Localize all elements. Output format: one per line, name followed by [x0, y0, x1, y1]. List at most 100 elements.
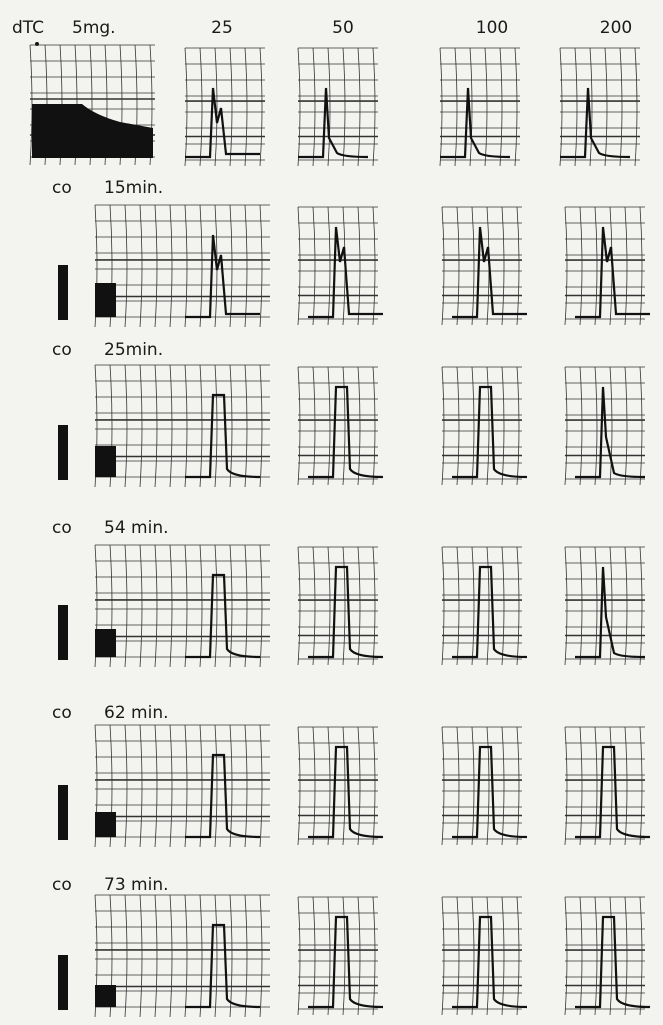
- grid-line: [639, 896, 643, 1016]
- grid-line: [259, 894, 263, 1018]
- tetanus-block: [95, 629, 116, 657]
- grid-line: [199, 364, 203, 488]
- grid-line: [514, 47, 518, 167]
- grid: [441, 896, 522, 1016]
- grid-line: [486, 546, 490, 666]
- control-bar: [58, 785, 68, 840]
- grid-line: [297, 206, 301, 326]
- time-label: 73 min.: [104, 875, 169, 895]
- grid-line: [486, 726, 490, 846]
- grid-line: [357, 366, 361, 486]
- tetanus-block: [95, 446, 116, 477]
- trace: [452, 915, 528, 1009]
- grid-line: [486, 896, 490, 1016]
- trace: [308, 565, 384, 659]
- grid-line: [501, 206, 505, 326]
- grid: [441, 206, 522, 326]
- grid-line: [169, 544, 173, 668]
- grid-line: [594, 726, 598, 846]
- grid: [297, 206, 378, 326]
- column-label: 200: [600, 18, 632, 38]
- grid-line: [639, 366, 643, 486]
- grid-line: [471, 896, 475, 1016]
- grid-line: [214, 724, 218, 848]
- grid-line: [441, 366, 445, 486]
- trace: [575, 386, 646, 479]
- trace: [575, 915, 651, 1009]
- trace: [452, 226, 527, 319]
- grid-line: [244, 544, 248, 668]
- grid-line: [244, 894, 248, 1018]
- grid-line: [471, 206, 475, 326]
- dot: [35, 42, 39, 46]
- trace: [185, 234, 260, 319]
- row-label: co: [52, 703, 72, 723]
- grid-line: [169, 204, 173, 328]
- grid-line: [372, 546, 376, 666]
- control-bar: [58, 265, 68, 320]
- grid: [297, 47, 378, 167]
- grid-line: [471, 726, 475, 846]
- column-label: 100: [476, 18, 508, 38]
- grid-line: [184, 204, 188, 328]
- grid-line: [259, 544, 263, 668]
- column-label: 50: [332, 18, 354, 38]
- drug-label: dTC: [12, 18, 44, 38]
- grid-line: [357, 546, 361, 666]
- grid-line: [594, 366, 598, 486]
- row-labels: co 15min. co 25min. co 54 min. co 62 min. co 73 m…: [52, 178, 169, 895]
- grid-line: [139, 544, 143, 668]
- grid-line: [327, 366, 331, 486]
- row-label: co: [52, 340, 72, 360]
- trace: [575, 745, 651, 839]
- trace: [298, 87, 369, 159]
- grid-line: [312, 366, 316, 486]
- grid-line: [501, 366, 505, 486]
- grid-line: [327, 546, 331, 666]
- grid-line: [559, 47, 563, 167]
- grid-line: [327, 896, 331, 1016]
- grid-line: [184, 544, 188, 668]
- grid-line: [342, 546, 346, 666]
- grid-line: [169, 894, 173, 1018]
- grid-line: [516, 206, 520, 326]
- grid-line: [501, 546, 505, 666]
- grid-line: [634, 47, 638, 167]
- grid: [564, 896, 645, 1016]
- grid-line: [619, 47, 623, 167]
- control-bar: [58, 425, 68, 480]
- grid-line: [471, 546, 475, 666]
- grid-line: [357, 896, 361, 1016]
- grid-line: [199, 724, 203, 848]
- grid-line: [184, 47, 188, 167]
- grid-line: [456, 896, 460, 1016]
- grid-line: [624, 896, 628, 1016]
- grid: [441, 546, 522, 666]
- grid: [297, 896, 378, 1016]
- grid-line: [579, 366, 583, 486]
- grid-line: [214, 544, 218, 668]
- time-label: 54 min.: [104, 518, 169, 538]
- grid: [564, 726, 645, 846]
- grid-line: [244, 724, 248, 848]
- trace: [575, 566, 646, 659]
- grid-line: [139, 724, 143, 848]
- grid-line: [609, 896, 613, 1016]
- grid-line: [139, 364, 143, 488]
- control-bar: [58, 605, 68, 660]
- grid-line: [327, 47, 331, 167]
- grid-line: [516, 366, 520, 486]
- grid-line: [342, 47, 346, 167]
- grid-line: [639, 546, 643, 666]
- tetanus-block: [95, 985, 116, 1007]
- grid-line: [199, 894, 203, 1018]
- grid-line: [609, 726, 613, 846]
- grid-line: [624, 726, 628, 846]
- grid-line: [609, 546, 613, 666]
- grid-line: [456, 726, 460, 846]
- column-label: 25: [211, 18, 233, 38]
- grid-line: [259, 364, 263, 488]
- tetanus-block: [95, 812, 116, 837]
